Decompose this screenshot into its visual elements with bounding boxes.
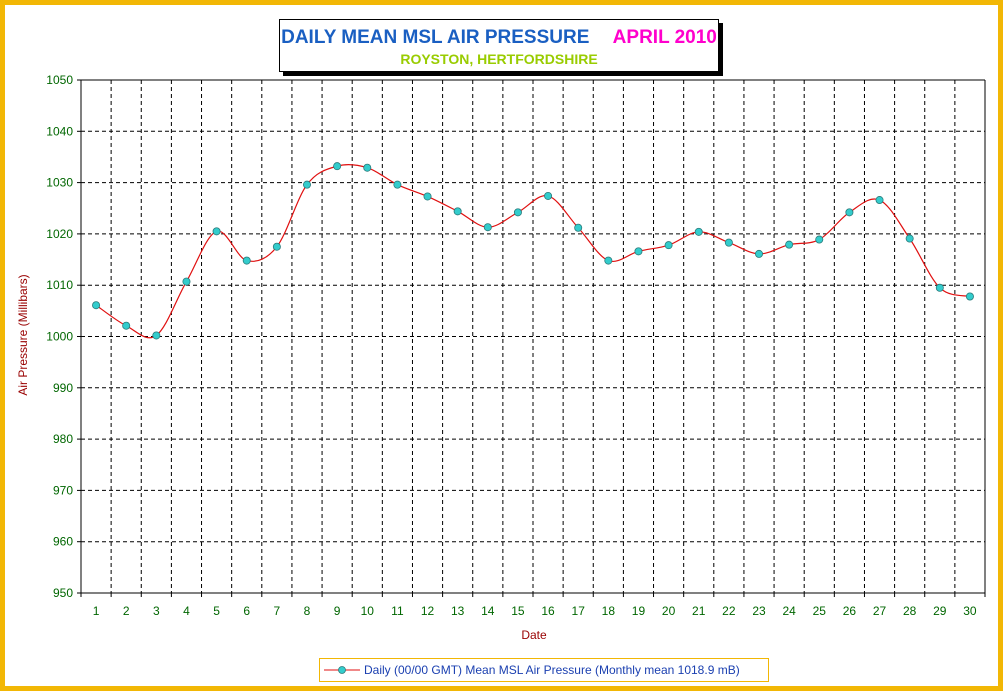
y-tick-label: 1010 [46,278,73,292]
data-point [574,223,583,232]
x-tick-label: 21 [692,604,706,618]
x-tick-label: 24 [782,604,796,618]
y-tick-label: 1000 [46,330,73,344]
x-tick-label: 8 [304,604,311,618]
data-point [333,162,342,171]
x-tick-label: 23 [752,604,766,618]
legend-label: Daily (00/00 GMT) Mean MSL Air Pressure … [364,663,740,677]
legend: Daily (00/00 GMT) Mean MSL Air Pressure … [319,658,769,682]
chart-month: APRIL 2010 [612,27,717,48]
y-tick-label: 1020 [46,227,73,241]
x-tick-label: 26 [843,604,857,618]
title-line: DAILY MEAN MSL AIR PRESSURE APRIL 2010 [280,27,718,49]
chart-title-box: DAILY MEAN MSL AIR PRESSURE APRIL 2010 R… [279,19,719,72]
data-point [604,256,613,265]
x-tick-label: 6 [243,604,250,618]
x-tick-label: 12 [421,604,435,618]
y-tick-label: 980 [53,432,73,446]
data-point [182,277,191,286]
x-tick-label: 30 [963,604,977,618]
chart-title: DAILY MEAN MSL AIR PRESSURE [281,27,590,48]
y-tick-label: 970 [53,483,73,497]
data-point [664,241,673,250]
x-tick-label: 10 [361,604,375,618]
y-tick-label: 1040 [46,124,73,138]
y-tick-label: 1050 [46,73,73,87]
y-tick-label: 960 [53,535,73,549]
y-tick-label: 990 [53,381,73,395]
data-point [242,256,251,265]
x-tick-label: 13 [451,604,465,618]
grid [81,79,985,593]
tick-labels: 9509609709809901000101010201030104010501… [46,73,977,618]
legend-swatch [324,666,360,674]
axes [77,79,986,597]
data-point [544,191,553,200]
x-tick-label: 20 [662,604,676,618]
x-tick-label: 9 [334,604,341,618]
x-tick-label: 17 [572,604,586,618]
data-point [393,180,402,189]
data-point [92,301,101,310]
data-point [875,196,884,205]
series-line-group [92,162,974,340]
x-tick-label: 2 [123,604,130,618]
data-point [272,242,281,251]
x-tick-label: 19 [632,604,646,618]
data-point [965,292,974,301]
x-tick-label: 28 [903,604,917,618]
data-point [483,223,492,232]
data-point [152,331,161,340]
data-point [363,163,372,172]
x-tick-label: 5 [213,604,220,618]
x-tick-label: 27 [873,604,887,618]
y-tick-label: 1030 [46,176,73,190]
data-point [815,235,824,244]
data-point [423,192,432,201]
x-tick-label: 4 [183,604,190,618]
x-tick-label: 7 [274,604,281,618]
data-point [122,321,131,330]
x-tick-label: 1 [93,604,100,618]
data-point [513,208,522,217]
x-tick-label: 18 [602,604,616,618]
data-point [755,249,764,258]
y-axis-label: Air Pressure (Millibars) [16,274,30,395]
x-tick-label: 3 [153,604,160,618]
x-tick-label: 16 [541,604,555,618]
x-tick-label: 25 [813,604,827,618]
data-point [302,180,311,189]
data-point [724,238,733,247]
data-point [785,240,794,249]
data-point [212,227,221,236]
data-point [905,234,914,243]
data-point [845,208,854,217]
data-point [453,207,462,216]
data-point [634,247,643,256]
x-tick-label: 22 [722,604,736,618]
x-tick-label: 15 [511,604,525,618]
data-point [935,283,944,292]
x-tick-label: 29 [933,604,947,618]
x-tick-label: 14 [481,604,495,618]
data-point [694,227,703,236]
x-tick-label: 11 [391,604,404,618]
y-tick-label: 950 [53,586,73,600]
chart-subtitle: ROYSTON, HERTFORDSHIRE [400,51,598,67]
x-axis-label: Date [521,628,547,642]
